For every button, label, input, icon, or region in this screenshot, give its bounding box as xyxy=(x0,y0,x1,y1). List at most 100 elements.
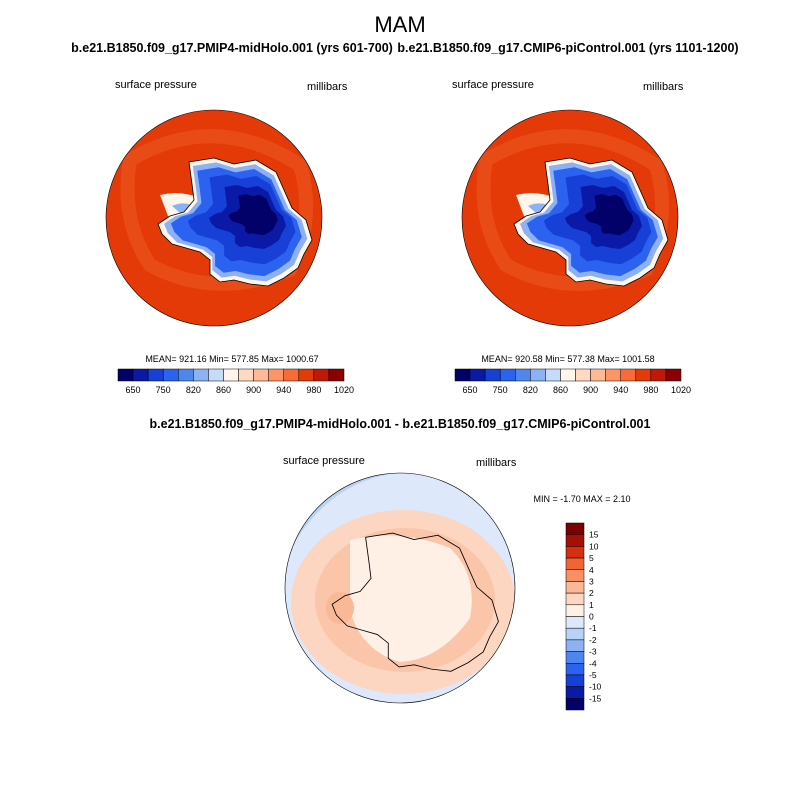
colorbar-tick-label: 750 xyxy=(493,385,508,395)
colorbar-swatch xyxy=(147,368,164,382)
panel-right-stats: MEAN= 920.58 Min= 577.38 Max= 1001.58 xyxy=(481,354,654,364)
colorbar-tick-label: -4 xyxy=(589,658,597,668)
panel-diff-variable: surface pressure xyxy=(283,455,365,467)
colorbar-swatch xyxy=(565,522,585,535)
colorbar-swatch xyxy=(565,592,585,606)
colorbar-swatch xyxy=(650,368,667,382)
colorbar-swatch xyxy=(565,627,585,641)
colorbar-swatch xyxy=(565,686,585,699)
panel-right-units: millibars xyxy=(643,81,684,93)
colorbar-swatch xyxy=(253,368,269,382)
colorbar-tick-label: 820 xyxy=(523,385,538,395)
colorbar-swatch xyxy=(565,663,585,676)
colorbar-tick-label: 1 xyxy=(589,600,594,610)
colorbar-tick-label: 940 xyxy=(613,385,628,395)
colorbar-tick-label: 2 xyxy=(589,588,594,598)
colorbar-tick-label: 10 xyxy=(589,541,599,551)
colorbar-tick-label: 15 xyxy=(589,530,599,540)
panel-right-variable: surface pressure xyxy=(452,79,534,91)
figure-title: MAM xyxy=(374,12,425,37)
colorbar-tick-label: -15 xyxy=(589,693,602,703)
colorbar-swatch xyxy=(313,368,330,382)
colorbar-swatch xyxy=(565,639,585,652)
colorbar-swatch xyxy=(565,698,585,711)
diff-field-interior xyxy=(350,535,472,662)
colorbar-swatch xyxy=(565,581,585,594)
colorbar-swatch xyxy=(469,368,486,382)
colorbar-swatch xyxy=(328,368,345,382)
colorbar-swatch xyxy=(565,616,585,629)
colorbar-swatch xyxy=(575,368,591,382)
map-border xyxy=(105,109,323,327)
map-border xyxy=(461,109,679,327)
colorbar-swatch xyxy=(208,368,224,382)
colorbar-tick-label: 940 xyxy=(276,385,291,395)
panel-diff-title: b.e21.B1850.f09_g17.PMIP4-midHolo.001 - … xyxy=(150,417,651,431)
panel-right: b.e21.B1850.f09_g17.CMIP6-piControl.001 … xyxy=(397,41,738,395)
diff-field-patch xyxy=(326,592,354,624)
colorbar-swatch xyxy=(132,368,149,382)
colorbar-swatch xyxy=(223,368,239,382)
colorbar-tick-label: -1 xyxy=(589,623,597,633)
colorbar-swatch xyxy=(565,557,585,570)
panel-right-title: b.e21.B1850.f09_g17.CMIP6-piControl.001 … xyxy=(397,41,738,55)
colorbar-tick-label: 1020 xyxy=(334,385,354,395)
colorbar-tick-label: 3 xyxy=(589,576,594,586)
colorbar-tick-label: 750 xyxy=(156,385,171,395)
panel-left: b.e21.B1850.f09_g17.PMIP4-midHolo.001 (y… xyxy=(71,41,393,395)
panel-right-colorbar: 650 750 820 860 900 940 980 1020 xyxy=(454,368,691,395)
colorbar-swatch xyxy=(484,368,501,382)
map-border xyxy=(284,472,516,704)
colorbar-swatch xyxy=(515,368,531,382)
colorbar-swatch xyxy=(545,368,561,382)
colorbar-tick-label: 5 xyxy=(589,553,594,563)
colorbar-tick-label: 860 xyxy=(553,385,568,395)
colorbar-tick-label: 980 xyxy=(306,385,321,395)
colorbar-tick-label: -10 xyxy=(589,682,602,692)
colorbar-swatch xyxy=(590,368,606,382)
panel-left-title: b.e21.B1850.f09_g17.PMIP4-midHolo.001 (y… xyxy=(71,41,393,55)
colorbar-swatch xyxy=(565,651,585,664)
colorbar-tick-label: -2 xyxy=(589,635,597,645)
colorbar-tick-label: -5 xyxy=(589,670,597,680)
colorbar-tick-label: 860 xyxy=(216,385,231,395)
colorbar-swatch xyxy=(565,604,585,617)
colorbar-tick-label: -3 xyxy=(589,647,597,657)
panel-left-colorbar: 650 750 820 860 900 940 980 1020 xyxy=(117,368,354,395)
colorbar-tick-label: 900 xyxy=(583,385,598,395)
colorbar-tick-label: 820 xyxy=(186,385,201,395)
colorbar-swatch xyxy=(530,368,546,382)
colorbar-swatch xyxy=(178,368,194,382)
panel-left-units: millibars xyxy=(307,81,348,93)
colorbar-tick-label: 4 xyxy=(589,565,594,575)
colorbar-tick-label: 650 xyxy=(463,385,478,395)
colorbar-swatch xyxy=(665,368,682,382)
colorbar-swatch xyxy=(268,368,284,382)
panel-left-stats: MEAN= 921.16 Min= 577.85 Max= 1000.67 xyxy=(145,354,318,364)
colorbar-swatch xyxy=(193,368,209,382)
colorbar-tick-label: 650 xyxy=(126,385,141,395)
panel-right-map xyxy=(462,110,678,326)
colorbar-swatch xyxy=(565,569,585,582)
colorbar-swatch xyxy=(565,534,585,547)
panel-diff: b.e21.B1850.f09_g17.PMIP4-midHolo.001 - … xyxy=(150,417,651,711)
colorbar-swatch xyxy=(499,368,516,382)
colorbar-swatch xyxy=(298,368,315,382)
colorbar-swatch xyxy=(162,368,179,382)
panel-diff-stats: MIN = -1.70 MAX = 2.10 xyxy=(533,494,630,504)
panel-diff-map xyxy=(285,473,515,703)
colorbar-tick-label: 0 xyxy=(589,612,594,622)
panel-left-variable: surface pressure xyxy=(115,79,197,91)
colorbar-swatch xyxy=(565,546,585,559)
colorbar-swatch xyxy=(560,368,576,382)
panel-diff-units: millibars xyxy=(476,457,517,469)
colorbar-swatch xyxy=(605,368,621,382)
panel-left-map xyxy=(106,110,322,326)
colorbar-swatch xyxy=(565,674,585,687)
colorbar-tick-label: 900 xyxy=(246,385,261,395)
colorbar-tick-label: 1020 xyxy=(671,385,691,395)
colorbar-swatch xyxy=(283,368,300,382)
colorbar-swatch xyxy=(454,368,471,382)
